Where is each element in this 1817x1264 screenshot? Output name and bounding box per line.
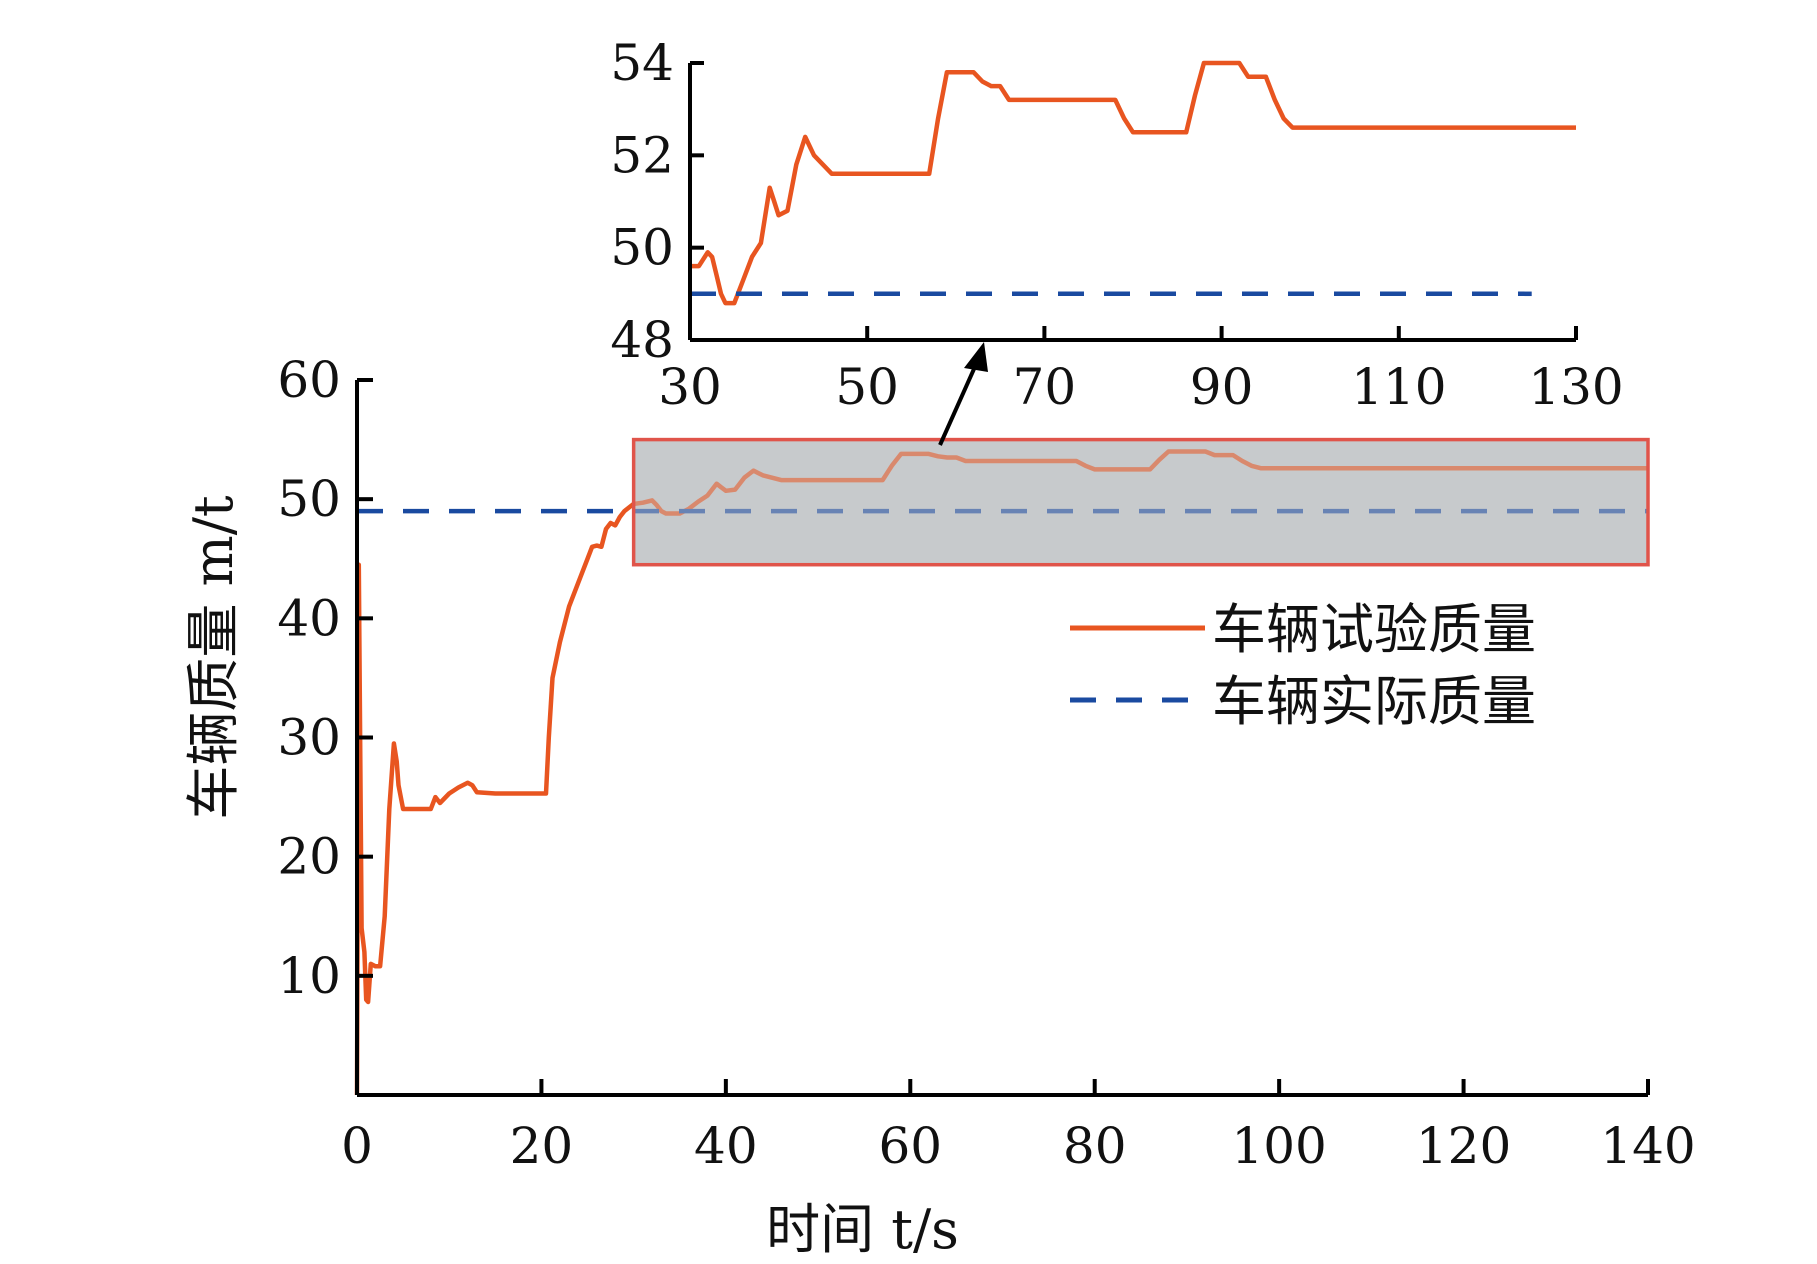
legend-label-test-mass: 车辆试验质量: [1212, 598, 1536, 661]
inset-x-tick-label: 50: [835, 358, 899, 416]
zoom-highlight-region: [633, 439, 1648, 565]
y-tick-label: 40: [277, 589, 341, 647]
x-tick-label: 140: [1600, 1117, 1695, 1175]
inset-y-tick-label: 52: [610, 126, 674, 184]
main-series-group: [354, 449, 1648, 1096]
inset-x-tick-label: 130: [1528, 358, 1623, 416]
x-axis-title: 时间 t/s: [766, 1198, 959, 1261]
main-axes: 0 20 40 60 80 100 120 140 10 20 30 40 50 60: [277, 351, 1695, 1175]
inset-y-tick-label: 50: [610, 219, 674, 277]
y-tick-label: 50: [277, 470, 341, 528]
inset-series-group: [690, 60, 1576, 306]
legend-item-test-mass: 车辆试验质量: [1070, 598, 1536, 661]
inset-x-tick-label: 110: [1351, 358, 1446, 416]
inset-axes: 30 50 70 90 110 130 48 50 52 54: [610, 34, 1623, 416]
inset-x-tick-label: 30: [658, 358, 722, 416]
inset-x-tick-label: 70: [1013, 358, 1077, 416]
x-tick-label: 60: [878, 1117, 942, 1175]
main-plot: 0 20 40 60 80 100 120 140 10 20 30 40 50 60 时间 t/s 车辆…: [182, 351, 1696, 1261]
inset-plot: 30 50 70 90 110 130 48 50 52 54: [610, 34, 1623, 416]
y-tick-label: 60: [277, 351, 341, 409]
x-tick-label: 20: [510, 1117, 574, 1175]
legend-item-actual-mass: 车辆实际质量: [1070, 670, 1536, 733]
x-tick-label: 120: [1416, 1117, 1511, 1175]
inset-x-tick-label: 90: [1190, 358, 1254, 416]
inset-y-tick-label: 48: [610, 311, 674, 369]
main-series-line-0: [354, 449, 1648, 1096]
y-tick-label: 10: [277, 947, 341, 1005]
y-tick-label: 20: [277, 828, 341, 886]
inset-y-tick-label: 54: [610, 34, 674, 92]
x-tick-label: 80: [1063, 1117, 1127, 1175]
x-tick-label: 0: [341, 1117, 373, 1175]
zoom-arrow: [938, 342, 988, 446]
zoom-highlight-overlay: [631, 437, 1650, 567]
y-axis-title: 车辆质量 m/t: [182, 495, 245, 820]
x-tick-label: 100: [1231, 1117, 1326, 1175]
y-tick-label: 30: [277, 709, 341, 767]
inset-series-line-0: [690, 60, 1576, 306]
legend: 车辆试验质量 车辆实际质量: [1070, 598, 1536, 733]
x-tick-label: 40: [694, 1117, 758, 1175]
legend-label-actual-mass: 车辆实际质量: [1212, 670, 1536, 733]
